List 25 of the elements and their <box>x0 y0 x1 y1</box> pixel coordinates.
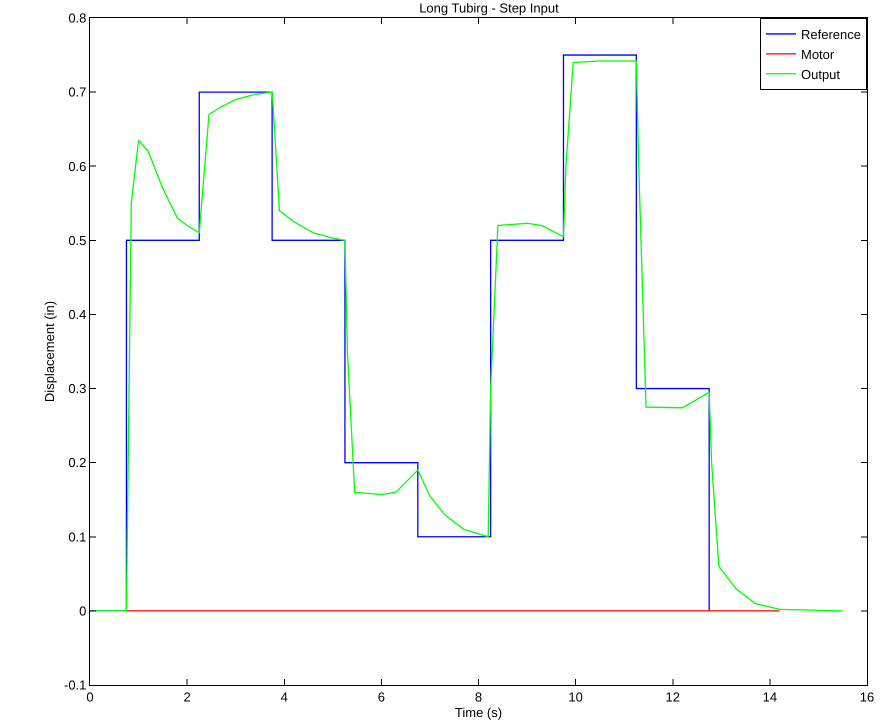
x-tick-label: 8 <box>474 690 482 705</box>
y-tick-label: 0.6 <box>68 158 86 174</box>
y-tick-label: 0.1 <box>68 529 86 544</box>
x-tick-label: 6 <box>378 690 385 705</box>
x-tick-label: 10 <box>568 690 583 705</box>
x-tick-label: 2 <box>184 690 191 705</box>
x-tick-label: 4 <box>280 690 288 705</box>
y-tick-label: 0.2 <box>68 455 86 470</box>
x-tick-label: 12 <box>666 690 680 705</box>
y-tick-label: 0.4 <box>68 306 86 322</box>
y-axis-title: Displacement (in) <box>42 300 57 402</box>
x-axis-title: Time (s) <box>454 705 502 720</box>
y-tick-label: -0.1 <box>64 678 86 693</box>
legend-label: Reference <box>801 27 861 42</box>
legend-label: Motor <box>801 46 835 62</box>
y-tick-label: 0.7 <box>68 84 86 100</box>
y-tick-label: 0.5 <box>68 232 86 248</box>
line-series <box>90 60 844 612</box>
y-tick-label: 0.3 <box>68 381 86 396</box>
y-tick-label: 0 <box>79 603 86 618</box>
y-tick-label: 0.8 <box>68 10 86 26</box>
legend-label: Output <box>801 66 840 82</box>
chart-title: Long Tubirg - Step Input <box>419 0 560 16</box>
x-tick-label: 16 <box>860 690 874 705</box>
x-tick-label: 14 <box>762 690 778 705</box>
